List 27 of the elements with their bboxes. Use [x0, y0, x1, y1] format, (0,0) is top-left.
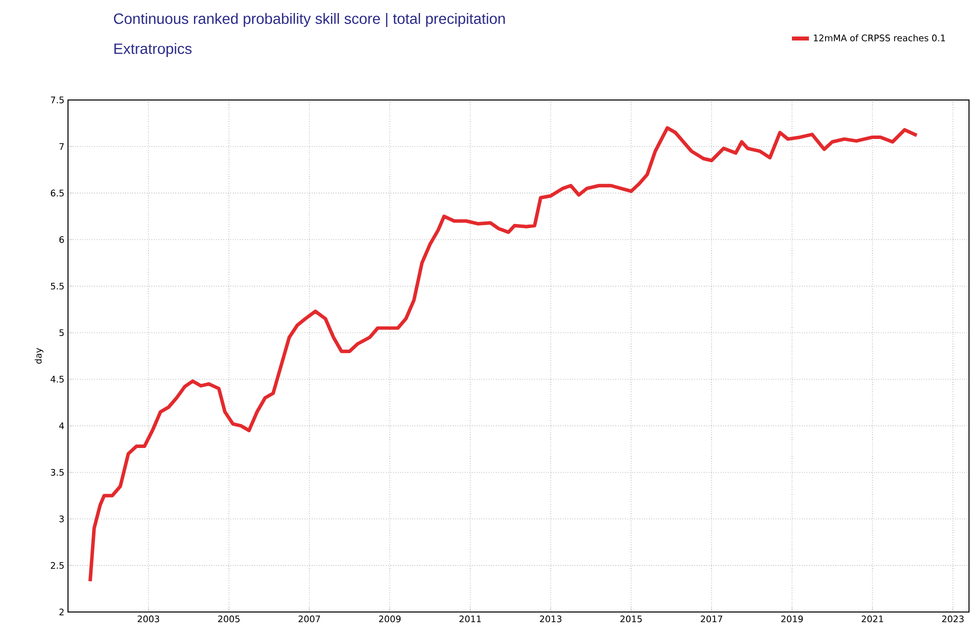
y-tick-label: 5 — [59, 329, 64, 336]
x-tick-label: 2005 — [218, 616, 240, 622]
x-tick-label: 2007 — [298, 616, 320, 622]
x-tick-label: 2009 — [379, 616, 401, 622]
y-axis-title: day — [34, 348, 44, 364]
x-tick-label: 2023 — [942, 616, 964, 622]
y-tick-label: 4 — [59, 422, 64, 430]
y-tick-label: 6.5 — [50, 190, 64, 196]
y-tick-label: 3.5 — [50, 468, 64, 476]
y-tick-label: 6 — [59, 236, 64, 244]
chart-title: Continuous ranked probability skill score | total precipitation — [114, 12, 505, 27]
y-tick-label: 2 — [59, 608, 64, 616]
x-tick-label: 2003 — [138, 616, 160, 622]
y-tick-label: 5.5 — [50, 282, 64, 290]
legend-label: 12mMA of CRPSS reaches 0.1 — [814, 34, 945, 42]
y-tick-label: 3 — [59, 516, 64, 522]
chart-subtitle: Extratropics — [114, 43, 192, 57]
y-tick-label: 7 — [60, 143, 64, 150]
x-tick-label: 2021 — [862, 616, 884, 622]
x-tick-label: 2017 — [700, 616, 722, 622]
y-tick-label: 4.5 — [50, 376, 64, 383]
x-tick-label: 2015 — [620, 616, 642, 622]
x-tick-label: 2011 — [459, 616, 481, 622]
y-tick-label: 2.5 — [50, 562, 64, 569]
y-tick-label: 7.5 — [50, 96, 64, 104]
x-tick-label: 2019 — [781, 616, 803, 622]
x-tick-label: 2013 — [540, 616, 562, 622]
